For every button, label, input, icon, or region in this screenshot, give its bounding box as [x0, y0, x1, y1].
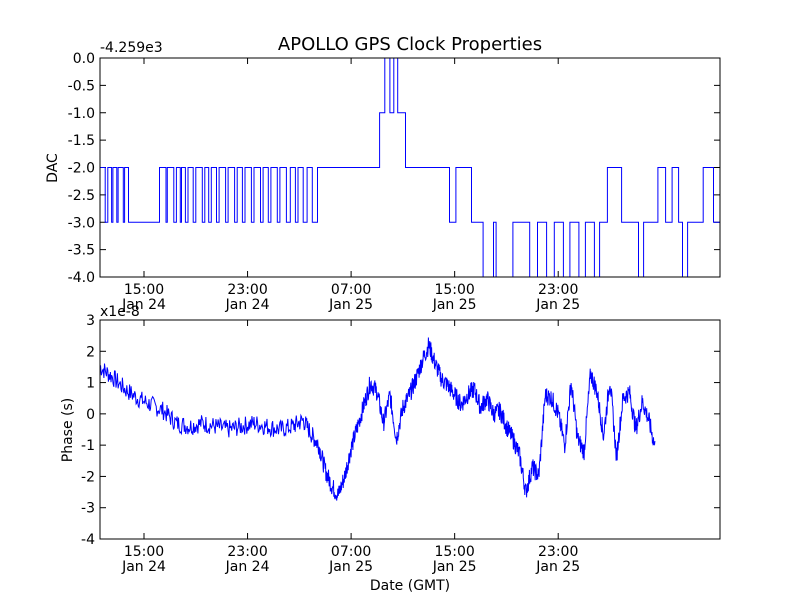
phase-ytick-label: 2 [86, 344, 95, 360]
phase-xtick-date: Jan 25 [328, 559, 373, 575]
dac-series-line [100, 57, 721, 278]
phase-y-axis: 3 2 1 0 -1 -2 -3 -4 [81, 313, 720, 548]
phase-series-line [99, 337, 656, 501]
phase-ytick-label: -1 [81, 438, 95, 454]
dac-ytick-label: -1.5 [68, 133, 95, 149]
dac-ytick-label: -2.5 [68, 188, 95, 204]
dac-xtick-time: 23:00 [227, 282, 267, 298]
dac-xtick-date: Jan 25 [328, 297, 373, 313]
dac-ytick-label: -4.0 [68, 270, 95, 286]
phase-xtick-time: 23:00 [227, 544, 267, 560]
phase-xtick-date: Jan 24 [121, 559, 166, 575]
phase-ytick-label: -3 [81, 501, 95, 517]
dac-xtick-date: Jan 24 [121, 297, 166, 313]
dac-ytick-label: -1.0 [68, 106, 95, 122]
dac-ytick-label: -3.5 [68, 243, 95, 259]
phase-ytick-label: 1 [86, 376, 95, 392]
phase-offset-label: x1e-8 [100, 304, 140, 320]
dac-plot-frame [99, 57, 721, 278]
phase-xtick-date: Jan 24 [225, 559, 270, 575]
phase-xtick-time: 23:00 [538, 544, 578, 560]
phase-panel: x1e-8 Phase (s) Date (GMT) 3210-1-2-3-4 … [60, 304, 721, 594]
phase-xtick-time: 15:00 [124, 544, 164, 560]
dac-xtick-date: Jan 25 [432, 297, 477, 313]
phase-xtick-date: Jan 25 [535, 559, 580, 575]
phase-plot-frame [99, 319, 721, 540]
phase-xtick-date: Jan 25 [432, 559, 477, 575]
phase-ylabel: Phase (s) [60, 398, 76, 462]
dac-ytick-label: 0.0 [73, 51, 95, 67]
phase-xlabel: Date (GMT) [370, 578, 450, 594]
dac-ytick-label: -0.5 [68, 78, 95, 94]
dac-xtick-time: 15:00 [434, 282, 474, 298]
dac-xtick-date: Jan 24 [225, 297, 270, 313]
dac-xtick-time: 15:00 [124, 282, 164, 298]
phase-xtick-time: 15:00 [434, 544, 474, 560]
dac-ytick-label: -3.0 [68, 215, 95, 231]
dac-ytick-label: -2.0 [68, 161, 95, 177]
phase-ytick-label: 3 [86, 313, 95, 329]
phase-xtick-time: 07:00 [331, 544, 371, 560]
phase-ytick-label: -4 [81, 532, 95, 548]
phase-ytick-label: 0 [86, 407, 95, 423]
chart-title: APOLLO GPS Clock Properties [278, 34, 542, 55]
dac-ylabel: DAC [45, 153, 61, 183]
dac-xtick-date: Jan 25 [535, 297, 580, 313]
dac-panel: APOLLO GPS Clock Properties -4.259e3 DAC… [45, 34, 721, 313]
phase-ytick-label: -2 [81, 469, 95, 485]
dac-y-axis: 0.0 -0.5 -1.0 -1.5 -2.0 -2.5 -3.0 -3.5 -4.0 [68, 51, 720, 286]
dac-xtick-time: 07:00 [331, 282, 371, 298]
dac-offset-label: -4.259e3 [100, 40, 163, 56]
dac-xtick-time: 23:00 [538, 282, 578, 298]
